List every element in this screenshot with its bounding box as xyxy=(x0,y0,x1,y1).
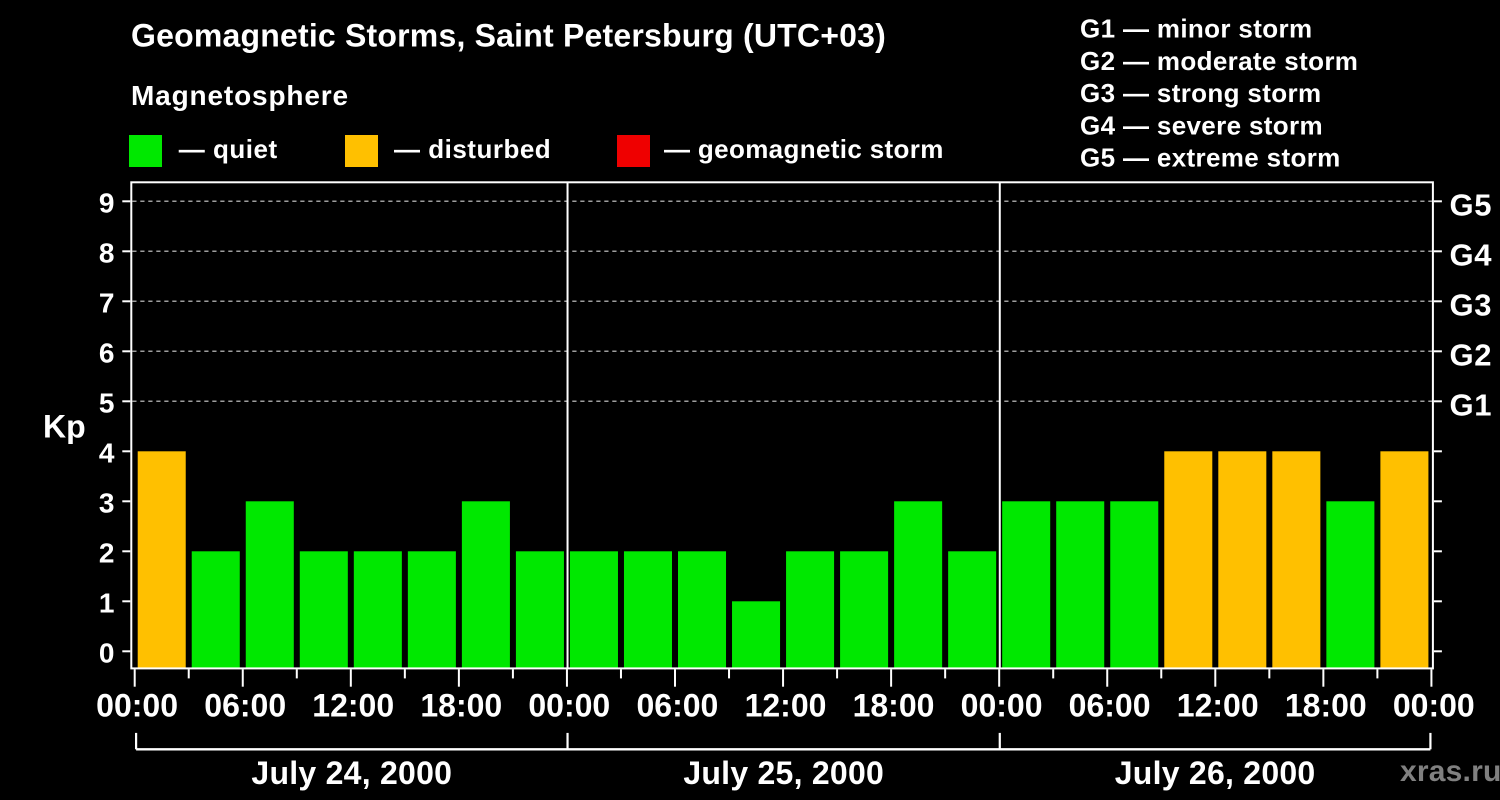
svg-text:9: 9 xyxy=(99,187,115,218)
svg-text:3: 3 xyxy=(99,487,115,518)
svg-text:G1: G1 xyxy=(1450,388,1493,423)
svg-text:5: 5 xyxy=(99,387,115,418)
svg-text:12:00: 12:00 xyxy=(745,688,827,724)
svg-text:G2 — moderate storm: G2 — moderate storm xyxy=(1080,46,1358,76)
svg-text:06:00: 06:00 xyxy=(1069,688,1151,724)
svg-text:00:00: 00:00 xyxy=(1393,688,1475,724)
svg-text:12:00: 12:00 xyxy=(312,688,394,724)
svg-text:G1 — minor storm: G1 — minor storm xyxy=(1080,14,1312,44)
svg-text:G4 — severe storm: G4 — severe storm xyxy=(1080,110,1323,140)
svg-text:G5: G5 xyxy=(1450,188,1493,223)
svg-text:— geomagnetic storm: — geomagnetic storm xyxy=(664,134,944,164)
svg-text:2: 2 xyxy=(99,537,115,568)
svg-text:Magnetosphere: Magnetosphere xyxy=(131,80,349,111)
svg-text:18:00: 18:00 xyxy=(1285,688,1367,724)
svg-text:4: 4 xyxy=(99,437,115,468)
svg-text:00:00: 00:00 xyxy=(96,688,178,724)
svg-text:Geomagnetic Storms, Saint Pete: Geomagnetic Storms, Saint Petersburg (UT… xyxy=(131,17,886,53)
svg-text:xras.ru: xras.ru xyxy=(1400,755,1500,788)
svg-text:— disturbed: — disturbed xyxy=(394,134,551,164)
svg-text:— quiet: — quiet xyxy=(179,134,278,164)
svg-text:12:00: 12:00 xyxy=(1177,688,1259,724)
svg-text:1: 1 xyxy=(99,587,115,618)
svg-text:00:00: 00:00 xyxy=(528,688,610,724)
svg-text:July 26, 2000: July 26, 2000 xyxy=(1115,755,1316,791)
svg-text:G4: G4 xyxy=(1450,238,1493,273)
svg-text:06:00: 06:00 xyxy=(636,688,718,724)
svg-text:8: 8 xyxy=(99,237,115,268)
svg-text:18:00: 18:00 xyxy=(853,688,935,724)
svg-text:0: 0 xyxy=(99,637,115,668)
svg-text:7: 7 xyxy=(99,287,115,318)
svg-text:06:00: 06:00 xyxy=(204,688,286,724)
svg-text:G2: G2 xyxy=(1450,338,1493,373)
svg-text:18:00: 18:00 xyxy=(420,688,502,724)
svg-text:G3: G3 xyxy=(1450,288,1493,323)
svg-text:July 24, 2000: July 24, 2000 xyxy=(251,755,452,791)
svg-text:00:00: 00:00 xyxy=(961,688,1043,724)
svg-text:July 25, 2000: July 25, 2000 xyxy=(683,755,884,791)
svg-text:Kp: Kp xyxy=(43,409,86,445)
svg-text:6: 6 xyxy=(99,337,115,368)
svg-text:G3 — strong storm: G3 — strong storm xyxy=(1080,78,1321,108)
svg-text:G5 — extreme storm: G5 — extreme storm xyxy=(1080,143,1341,173)
